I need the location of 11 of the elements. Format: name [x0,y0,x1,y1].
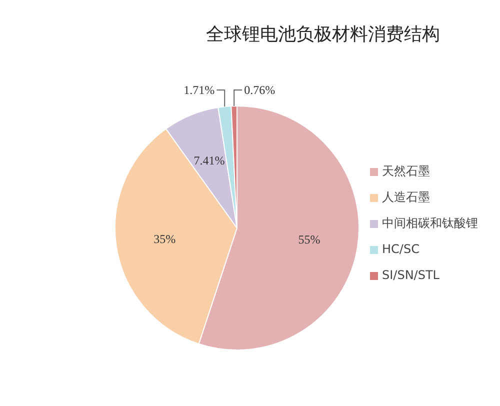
chart-title: 全球锂电池负极材料消费结构 [205,23,441,46]
legend-label: HC/SC [382,242,420,256]
legend-label: 天然石墨 [382,164,430,178]
legend-label: 人造石墨 [382,190,430,204]
data-label: 1.71% [184,83,215,97]
legend-label: SI/SN/STL [382,268,440,282]
data-label: 0.76% [244,83,276,97]
data-label: 7.41% [194,153,225,168]
legend-label: 中间相碳和钛酸锂 [382,216,478,230]
data-label: 55% [298,232,320,247]
data-label: 35% [154,232,176,246]
